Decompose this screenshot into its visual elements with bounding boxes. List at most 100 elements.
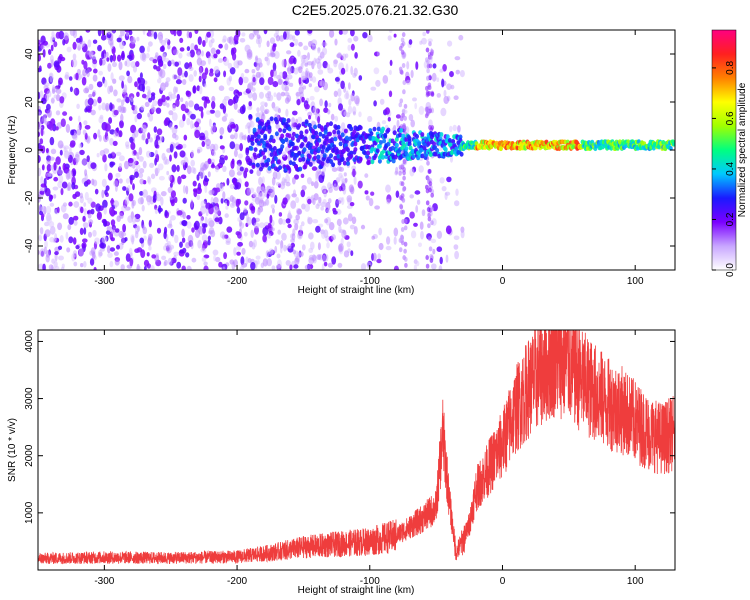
spectrogram-cell [171,112,178,121]
spectrogram-cell [304,103,310,110]
spectrogram-signal-cell [272,146,277,151]
spectrogram-signal-cell [282,117,287,123]
spectrogram-cell [180,97,184,102]
spectrogram-cell [226,178,230,186]
spectrogram-cell [285,218,291,224]
spectrogram-cell [399,203,403,209]
spectrogram-cell [360,263,367,270]
spectrogram-signal-cell [336,124,341,130]
spectrogram-cell [311,39,318,47]
spectrogram-cell [182,185,186,194]
spectrogram-cell [340,237,344,246]
spectrogram-cell [173,86,177,95]
spectrogram-signal-cell [324,136,329,142]
spectrogram-cell [243,207,248,213]
spectrogram-signal-cell [269,134,274,140]
spectrogram-signal-cell [297,151,302,156]
spectrogram-cell [403,218,408,224]
spectrogram-cell [386,198,391,205]
spectrogram-cell [155,149,158,156]
spectrogram-cell [98,70,103,76]
spectrogram-cell [343,172,347,177]
spectrogram-cell [338,103,343,111]
spectrogram-cell [199,216,204,225]
spectrogram-cell [250,229,254,238]
spectrogram-cell [336,166,342,172]
spectrogram-cell [350,250,354,257]
page-title: C2E5.2025.076.21.32.G30 [291,2,459,18]
spectrogram-signal-cell [281,139,286,144]
spectrogram-cell [113,89,118,97]
spectrogram-cell [213,197,219,204]
snr-x-tick-label: -100 [360,576,380,587]
spectrogram-cell [188,74,194,82]
spectrogram-cell [48,122,54,131]
spectrogram-cell [175,79,182,85]
spectrogram-cell [321,47,328,56]
spectrogram-cell [273,92,277,97]
spectrogram-signal-cell [445,134,450,140]
spectrogram-cell [317,116,321,124]
spectrogram-cell [347,37,353,43]
spectrogram-signal-cell [343,128,348,134]
spectrogram-cell [244,44,251,53]
spectrogram-cell [87,197,93,204]
spectrogram-cell [183,134,188,141]
spectrogram-cell [340,67,346,75]
spectrogram-cell [68,116,73,121]
spectrogram-signal-cell [358,156,363,162]
spectrogram-cell [208,189,215,196]
spectrogram-cell [317,69,324,75]
spectrogram-cell [101,30,105,36]
spectrogram-cell [338,30,343,35]
spectrogram-cell [57,140,64,149]
spectrogram-cell [370,86,377,91]
spectrogram-cell [402,89,406,95]
spectrogram-cell [104,189,108,196]
spectrogram-cell [402,186,406,192]
spectrogram-cell [177,175,182,185]
spectrogram-signal-cell [265,161,270,167]
spectrogram-cell [158,205,162,214]
spectrogram-cell [46,215,52,224]
spectrogram-cell [181,220,188,226]
spectrogram-cell [150,173,156,180]
spectrogram-cell [74,153,80,163]
spectrogram-cell [42,114,47,124]
spectrogram-cell [453,95,459,100]
spectrogram-cell [135,61,140,67]
spectrogram-cell [323,107,329,113]
spectrogram-signal-cell [329,121,333,127]
spectrogram-cell [389,59,393,66]
spectrogram-cell [103,79,108,88]
spectrogram-cell [125,31,129,37]
spectrogram-signal-cell [308,142,313,148]
spectrogram-cell [279,35,285,42]
spectrogram-cell [221,38,227,43]
spectrogram-signal-cell [297,123,302,128]
spectrogram-cell [343,110,348,117]
spectrogram-cell [39,90,44,99]
spectrogram-signal-cell [341,148,346,154]
spectrogram-cell [388,30,393,33]
spectrogram-cell [425,85,429,91]
spectrogram-signal-cell [383,132,388,138]
spectrogram-signal-cell [336,130,341,135]
spectrogram-cell [319,98,323,107]
spectrogram-cell [401,197,406,203]
spectrogram-cell [161,53,166,62]
spectrogram-cell [384,107,390,115]
spectrogram-signal-cell [299,130,304,136]
spectrogram-cell [173,151,178,159]
spectrogram-cell [155,107,162,114]
spectrogram-cell [430,192,435,198]
spectrogram-cell [69,86,73,93]
spectrogram-signal-cell [428,152,433,158]
spectrogram-cell [426,59,430,65]
spectrogram-y-tick-label: 40 [24,48,35,60]
spectrogram-signal-cell [307,154,312,160]
spectrogram-cell [275,30,280,35]
spectrogram-cell [52,86,58,93]
spectrogram-cell [172,73,178,80]
spectrogram-cell [256,259,260,265]
